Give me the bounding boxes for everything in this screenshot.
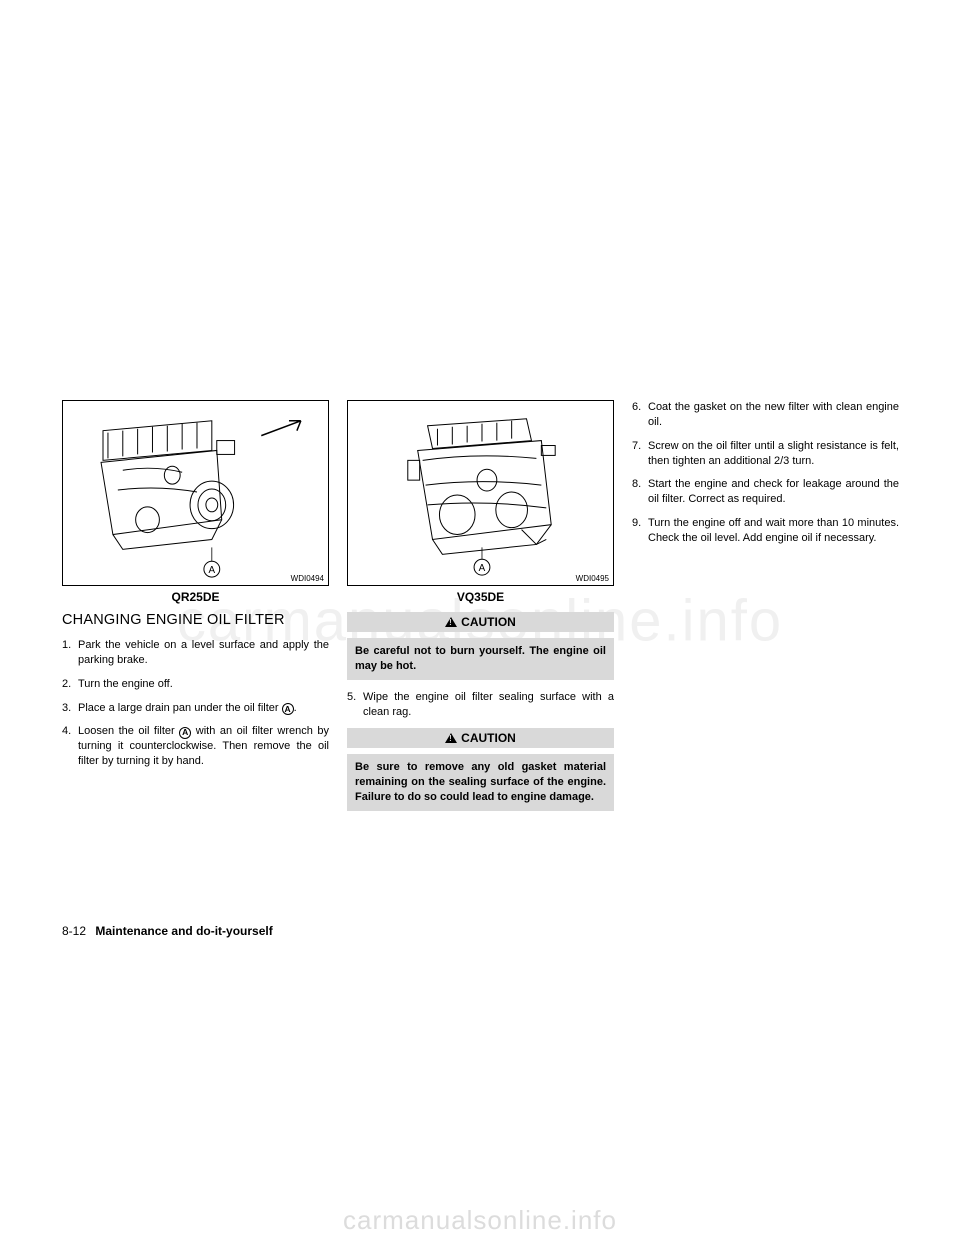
step-text: Coat the gasket on the new filter with c… (648, 400, 899, 430)
column-layout: A WDI0494 QR25DE CHANGING ENGINE OIL FIL… (62, 400, 900, 821)
caution-body-1: Be careful not to burn yourself. The eng… (347, 638, 614, 680)
steps-1-4: 1. Park the vehicle on a level surface a… (62, 638, 329, 769)
step-9: 9. Turn the engine off and wait more tha… (632, 516, 899, 546)
step-text: Wipe the engine oil filter sealing surfa… (363, 690, 614, 720)
warning-triangle-icon (445, 617, 457, 627)
section-heading: CHANGING ENGINE OIL FILTER (62, 612, 329, 628)
engine-label-qr25de: QR25DE (62, 590, 329, 604)
column-3: 6. Coat the gasket on the new filter wit… (632, 400, 899, 821)
step-text: Start the engine and check for leakage a… (648, 477, 899, 507)
step-number: 7. (632, 439, 648, 469)
step-number: 9. (632, 516, 648, 546)
caution-header-1: CAUTION (347, 612, 614, 632)
step-6: 6. Coat the gasket on the new filter wit… (632, 400, 899, 430)
caution-label: CAUTION (461, 731, 516, 745)
caution-header-2: CAUTION (347, 728, 614, 748)
step-text: Turn the engine off and wait more than 1… (648, 516, 899, 546)
engine-drawing-qr25de: A (63, 401, 328, 585)
step-number: 2. (62, 677, 78, 692)
figure-vq35de: A WDI0495 (347, 400, 614, 586)
step-2: 2. Turn the engine off. (62, 677, 329, 692)
callout-a-icon: A (179, 727, 191, 739)
step-number: 5. (347, 690, 363, 720)
figure-code: WDI0494 (291, 574, 324, 583)
page-footer: 8-12 Maintenance and do-it-yourself (62, 924, 273, 938)
page-content: A WDI0494 QR25DE CHANGING ENGINE OIL FIL… (62, 400, 900, 821)
svg-text:A: A (479, 563, 486, 574)
figure-qr25de: A WDI0494 (62, 400, 329, 586)
column-1: A WDI0494 QR25DE CHANGING ENGINE OIL FIL… (62, 400, 329, 821)
step-text: Turn the engine off. (78, 677, 329, 692)
step-number: 4. (62, 724, 78, 769)
step-text: Loosen the oil filter A with an oil filt… (78, 724, 329, 769)
step-text: Place a large drain pan under the oil fi… (78, 701, 329, 716)
caution-body-2: Be sure to remove any old gasket materia… (347, 754, 614, 811)
step-8: 8. Start the engine and check for leakag… (632, 477, 899, 507)
callout-a-icon: A (282, 703, 294, 715)
section-name: Maintenance and do-it-yourself (95, 924, 272, 938)
step-text: Screw on the oil filter until a slight r… (648, 439, 899, 469)
engine-label-vq35de: VQ35DE (347, 590, 614, 604)
figure-code: WDI0495 (576, 574, 609, 583)
step-number: 6. (632, 400, 648, 430)
svg-text:A: A (209, 565, 216, 576)
step-5-list: 5. Wipe the engine oil filter sealing su… (347, 690, 614, 720)
step-3: 3. Place a large drain pan under the oil… (62, 701, 329, 716)
warning-triangle-icon (445, 733, 457, 743)
engine-drawing-vq35de: A (348, 401, 613, 585)
step-number: 8. (632, 477, 648, 507)
step-4: 4. Loosen the oil filter A with an oil f… (62, 724, 329, 769)
bottom-watermark: carmanualsonline.info (0, 1205, 960, 1236)
caution-label: CAUTION (461, 615, 516, 629)
step-number: 1. (62, 638, 78, 668)
step-text: Park the vehicle on a level surface and … (78, 638, 329, 668)
step-number: 3. (62, 701, 78, 716)
step-7: 7. Screw on the oil filter until a sligh… (632, 439, 899, 469)
page-number: 8-12 (62, 924, 86, 938)
step-5: 5. Wipe the engine oil filter sealing su… (347, 690, 614, 720)
step-1: 1. Park the vehicle on a level surface a… (62, 638, 329, 668)
column-2: A WDI0495 VQ35DE CAUTION Be careful not … (347, 400, 614, 821)
steps-6-9: 6. Coat the gasket on the new filter wit… (632, 400, 899, 546)
